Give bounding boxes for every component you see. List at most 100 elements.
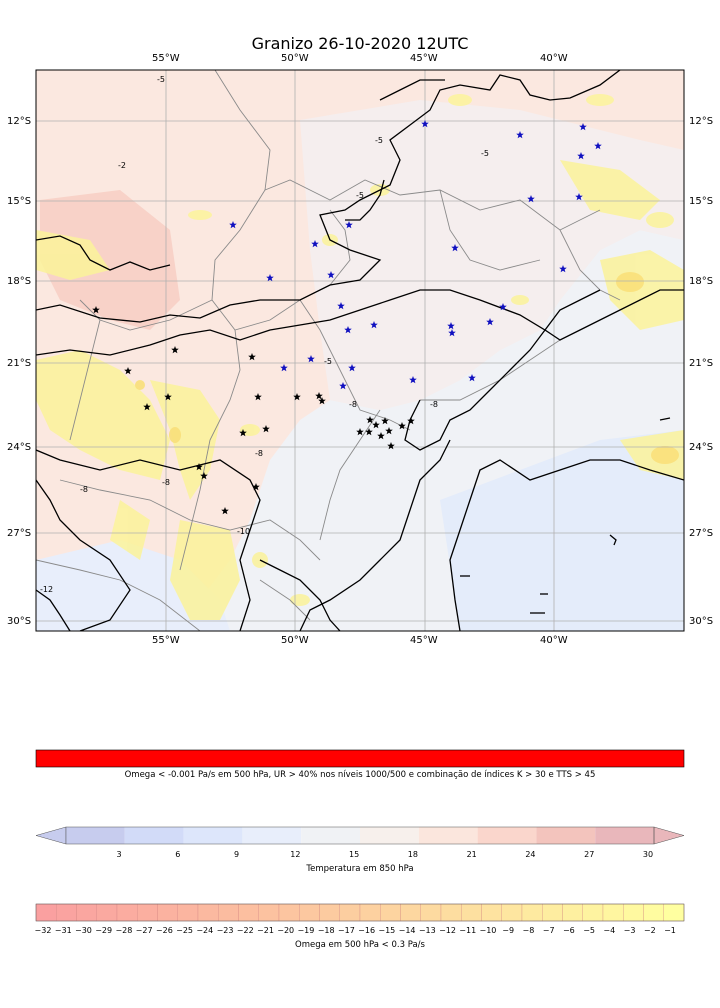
omega-tick-label: −23 (216, 926, 234, 935)
black-star-marker (356, 428, 364, 436)
temperature-tick-label: 21 (466, 850, 477, 859)
temperature-colorbar-caption: Temperatura em 850 hPa (306, 864, 414, 874)
lat-label: 27°S (689, 528, 714, 539)
omega-tick-label: −27 (135, 926, 153, 935)
omega-tick-label: −32 (34, 926, 52, 935)
blue-star-marker (421, 120, 429, 128)
omega-tick-label: −10 (479, 926, 497, 935)
lat-label: 15°S (689, 196, 714, 207)
blue-star-marker (577, 152, 585, 160)
black-star-marker (385, 427, 393, 435)
temperature-colorbar-segment (183, 827, 243, 844)
temperature-colorbar-segment (301, 827, 360, 844)
omega-tick-label: −25 (176, 926, 194, 935)
map-area: -5 -2 -5 -5 -5 -5 -8 -8 -8 -8 -8 -10 -12 (36, 70, 684, 631)
omega-tick-label: −28 (115, 926, 133, 935)
contour-label: -5 (375, 136, 383, 145)
temperature-tick-label: 18 (407, 850, 418, 859)
black-star-marker (221, 507, 229, 515)
omega-patches-strong (135, 272, 679, 464)
blue-star-marker (409, 376, 417, 384)
lon-label: 55°W (152, 53, 180, 64)
lat-label: 24°S (689, 442, 714, 453)
omega-colorbar-segment (440, 903, 462, 922)
omega-tick-label: −21 (257, 926, 274, 935)
contour-label: -8 (430, 400, 438, 409)
blue-star-marker (486, 318, 494, 326)
omega-colorbar-segment (319, 903, 340, 922)
omega-tick-label: −3 (623, 926, 636, 935)
lon-label: 45°W (410, 53, 438, 64)
omega-colorbar-segment (501, 903, 523, 922)
temperature-tick-label: 3 (116, 850, 122, 859)
omega-colorbar-segment (602, 903, 624, 922)
omega-colorbar-segment (116, 903, 138, 922)
black-star-marker (381, 417, 389, 425)
omega-tick-label: −9 (502, 926, 515, 935)
map-frame (35, 69, 685, 632)
contour-lines (36, 70, 684, 631)
black-star-marker (262, 425, 270, 433)
temperature-colorbar-segment (242, 827, 302, 844)
lat-label: 21°S (7, 358, 32, 369)
omega-tick-label: −26 (155, 926, 173, 935)
blue-star-marker (344, 326, 352, 334)
omega-colorbar-segment (623, 903, 644, 922)
omega-colorbar-segment (218, 903, 239, 922)
omega-colorbar-segment (542, 903, 563, 922)
contour-label: -8 (349, 400, 357, 409)
omega-tick-label: −7 (542, 926, 555, 935)
lat-label: 18°S (689, 276, 714, 287)
blue-star-marker (516, 131, 524, 139)
temperature-colorbar-extend-low (35, 826, 67, 845)
black-star-marker (372, 421, 380, 429)
black-star-marker (318, 397, 326, 405)
temperature-colorbar (35, 826, 685, 845)
omega-colorbar-segment (380, 903, 401, 922)
black-star-marker (365, 428, 373, 436)
black-star-marker (398, 422, 406, 430)
blue-star-marker (594, 142, 602, 150)
black-star-marker (200, 472, 208, 480)
omega-tick-label: −12 (439, 926, 456, 935)
blue-star-marker (348, 364, 356, 372)
blue-star-marker (499, 303, 507, 311)
blue-star-marker (447, 322, 455, 330)
black-star-marker (254, 393, 262, 401)
black-star-marker (164, 393, 172, 401)
black-star-marker (239, 429, 247, 437)
omega-tick-label: −4 (603, 926, 616, 935)
blue-star-marker (579, 123, 587, 131)
omega-tick-label: −15 (378, 926, 396, 935)
omega-colorbar-segment (663, 903, 685, 922)
blue-star-marker (527, 195, 535, 203)
contour-label: -5 (481, 149, 489, 158)
lat-label: 27°S (7, 528, 32, 539)
omega-tick-label: −11 (459, 926, 477, 935)
black-star-marker (171, 346, 179, 354)
omega-colorbar-segment (56, 903, 77, 922)
omega-tick-label: −5 (583, 926, 595, 935)
temperature-colorbar-segment (418, 827, 478, 844)
temperature-colorbar-segment (66, 827, 125, 844)
temperature-colorbar-extend-high (653, 826, 685, 845)
omega-colorbar-segment (420, 903, 442, 922)
lon-label: 45°W (410, 635, 438, 646)
black-star-marker (248, 353, 256, 361)
omega-tick-label: −8 (522, 926, 535, 935)
omega-colorbar-segment (562, 903, 583, 922)
omega-tick-label: −17 (337, 926, 355, 935)
temperature-colorbar-segment (360, 827, 419, 844)
omega-colorbar-segment (35, 903, 57, 922)
omega-colorbar-segment (157, 903, 178, 922)
omega-tick-label: −14 (398, 926, 416, 935)
blue-star-marker (327, 271, 335, 279)
black-star-marker (195, 463, 203, 471)
blue-star-marker (311, 240, 319, 248)
black-star-marker (377, 432, 385, 440)
omega-colorbar-segment (359, 903, 381, 922)
lat-label: 15°S (7, 196, 32, 207)
lat-label: 21°S (689, 358, 714, 369)
omega-tick-label: −1 (664, 926, 676, 935)
lon-label: 50°W (281, 635, 309, 646)
